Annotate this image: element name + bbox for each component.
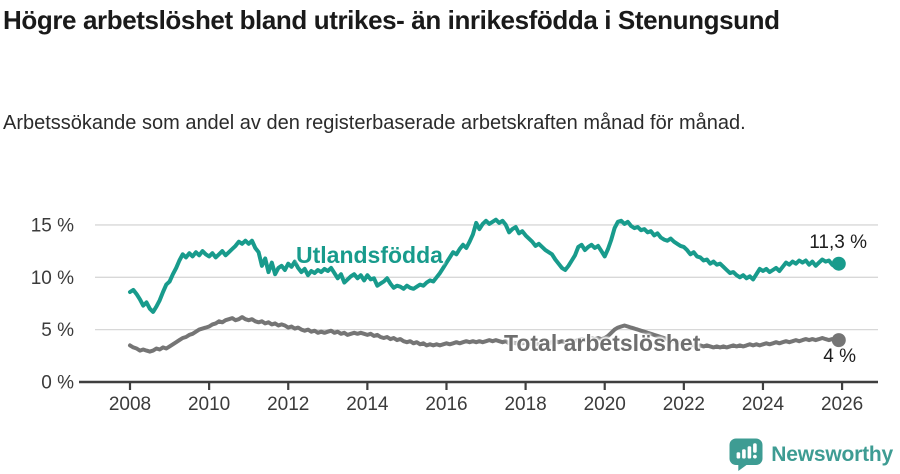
x-tick-label: 2022 [663,394,705,415]
series-end-dot-total [831,333,846,348]
chart-title: Högre arbetslöshet bland utrikes- än inr… [3,5,780,35]
y-tick-label: 10 % [31,268,74,289]
brand-name: Newsworthy [771,442,893,466]
x-tick-label: 2012 [267,394,309,415]
series-label-total-arbetsloshet: Total arbetslöshet [504,330,701,356]
x-tick-label: 2010 [188,394,230,415]
series-line-total [128,315,841,354]
series-line-utlandsfodda [128,217,841,314]
x-tick-label: 2026 [821,394,863,415]
series-label-utlandsfodda: Utlandsfödda [296,242,443,268]
x-tick-label: 2024 [742,394,785,415]
brand-footer: Newsworthy [729,438,893,471]
end-value-utlandsfodda: 11,3 % [809,232,867,253]
x-tick-label: 2008 [109,394,151,415]
chart-subtitle: Arbetssökande som andel av den registerb… [3,112,746,134]
newsworthy-logo-icon [729,438,763,471]
y-tick-label: 15 % [31,215,74,236]
y-tick-label: 0 % [41,373,74,394]
x-tick-label: 2018 [504,394,546,415]
x-tick-label: 2016 [425,394,467,415]
x-tick-label: 2014 [346,394,389,415]
end-value-total-arbetsloshet: 4 % [823,346,856,367]
y-tick-label: 5 % [41,320,74,341]
x-tick-label: 2020 [584,394,626,415]
series-end-dot-utlandsfodda [831,256,846,271]
